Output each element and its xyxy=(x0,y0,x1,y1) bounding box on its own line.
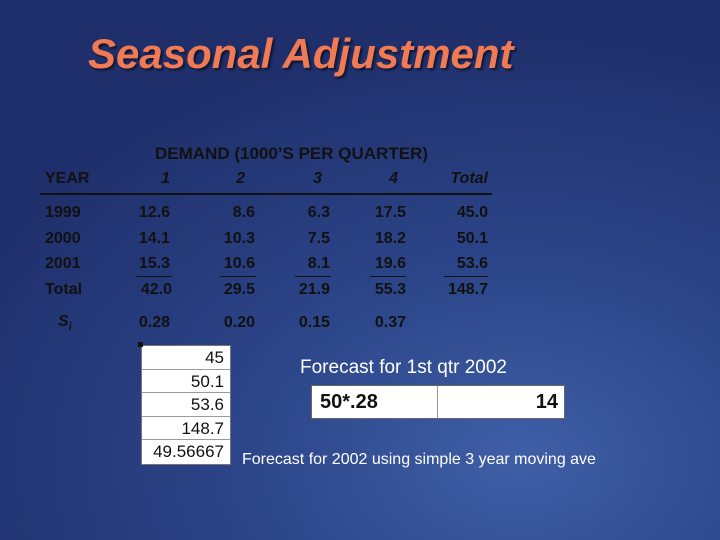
row-year: 2000 xyxy=(45,230,81,247)
sum-line xyxy=(295,276,331,277)
forecast-year-label: Forecast for 2002 using simple 3 year mo… xyxy=(242,451,596,468)
si-value: 0.20 xyxy=(223,314,255,331)
table-cell: 12.6 xyxy=(138,204,170,221)
quarter-header-3: 3 xyxy=(313,170,322,187)
row-total: 45.0 xyxy=(456,204,488,221)
sheet-cell: 50.1 xyxy=(142,370,230,394)
table-cell: 10.3 xyxy=(223,230,255,247)
row-total: 148.7 xyxy=(447,281,488,298)
forecast-q1-label: Forecast for 1st qtr 2002 xyxy=(300,357,507,378)
sheet-cell: 49.56667 xyxy=(153,442,224,462)
table-cell: 19.6 xyxy=(374,255,406,272)
spreadsheet-snippet: 45 50.1 53.6 148.7 49.56667 xyxy=(138,342,231,465)
si-value: 0.28 xyxy=(138,314,170,331)
table-cell: 18.2 xyxy=(374,230,406,247)
forecast-q1-box: 50*.28 14 xyxy=(311,385,565,419)
quarter-header-2: 2 xyxy=(236,170,245,187)
table-cell: 55.3 xyxy=(374,281,406,298)
table-cell: 14.1 xyxy=(138,230,170,247)
table-cell: 42.0 xyxy=(140,281,172,298)
row-year: 1999 xyxy=(45,204,81,221)
table-cell: 8.6 xyxy=(232,204,255,221)
quarter-header-4: 4 xyxy=(389,170,398,187)
quarter-header-1: 1 xyxy=(161,170,170,187)
table-cell: 29.5 xyxy=(223,281,255,298)
sheet-cell: 45 xyxy=(142,346,230,370)
table-cell: 17.5 xyxy=(374,204,406,221)
row-total: 53.6 xyxy=(456,255,488,272)
total-header: Total xyxy=(450,170,488,187)
sum-line xyxy=(136,276,172,277)
si-value: 0.37 xyxy=(374,314,406,331)
si-label: Si xyxy=(58,313,72,334)
table-cell: 10.6 xyxy=(223,255,255,272)
sheet-cell: 148.7 xyxy=(142,417,230,441)
sum-line xyxy=(444,276,488,277)
row-year: 2001 xyxy=(45,255,81,272)
forecast-result: 14 xyxy=(535,391,558,413)
table-cell: 8.1 xyxy=(307,255,330,272)
sum-line xyxy=(370,276,406,277)
table-cell: 15.3 xyxy=(138,255,170,272)
slide-title: Seasonal Adjustment xyxy=(88,30,514,77)
si-value: 0.15 xyxy=(298,314,330,331)
total-row-label: Total xyxy=(45,281,83,298)
demand-group-header: DEMAND (1000’S PER QUARTER) xyxy=(155,144,428,163)
row-total: 50.1 xyxy=(456,230,488,247)
table-cell: 21.9 xyxy=(298,281,330,298)
sum-line xyxy=(220,276,256,277)
cell-handle-icon xyxy=(138,342,143,347)
sheet-cell: 53.6 xyxy=(142,393,230,417)
table-cell: 7.5 xyxy=(307,230,330,247)
forecast-formula: 50*.28 xyxy=(312,386,438,418)
year-header: YEAR xyxy=(45,170,90,187)
table-cell: 6.3 xyxy=(307,204,330,221)
header-underline xyxy=(40,193,492,195)
